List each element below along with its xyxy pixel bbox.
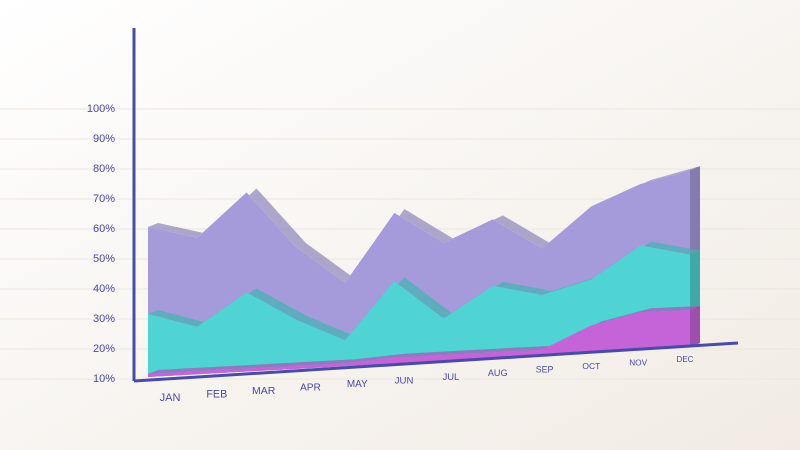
area-depth — [148, 166, 700, 283]
x-tick-label: JUN — [395, 375, 414, 386]
y-tick-label: 40% — [93, 283, 115, 295]
x-axis — [133, 341, 739, 383]
y-tick-label: 60% — [93, 223, 115, 235]
y-tick-label: 80% — [93, 163, 115, 175]
y-tick-label: 90% — [93, 133, 115, 145]
area-side — [690, 306, 700, 347]
y-tick-label: 50% — [93, 253, 115, 265]
plot: 10% 20% 30% 40% 50% 60% 70% 80% 90% 100% JAN FEB MAR… — [0, 28, 800, 404]
y-tick-label: 100% — [87, 103, 115, 115]
x-tick-label: JUL — [443, 371, 460, 382]
x-tick-label: MAY — [347, 379, 368, 390]
area — [148, 310, 690, 377]
y-tick-label: 70% — [93, 193, 115, 205]
y-tick-label: 30% — [93, 313, 115, 325]
x-tick-label: FEB — [206, 388, 227, 400]
y-tick-label: 20% — [93, 343, 115, 355]
y-tick-label: 10% — [93, 373, 115, 385]
x-tick-label: AUG — [488, 368, 508, 378]
x-tick-label: SEP — [536, 365, 554, 375]
x-tick-label: NOV — [629, 358, 647, 368]
x-tick-label: MAR — [252, 385, 276, 397]
x-tick-label: DEC — [677, 355, 694, 364]
x-tick-label: JAN — [160, 392, 181, 404]
x-tick-label: APR — [300, 382, 321, 393]
area-depth — [148, 241, 700, 341]
x-tick-label: OCT — [582, 361, 600, 371]
